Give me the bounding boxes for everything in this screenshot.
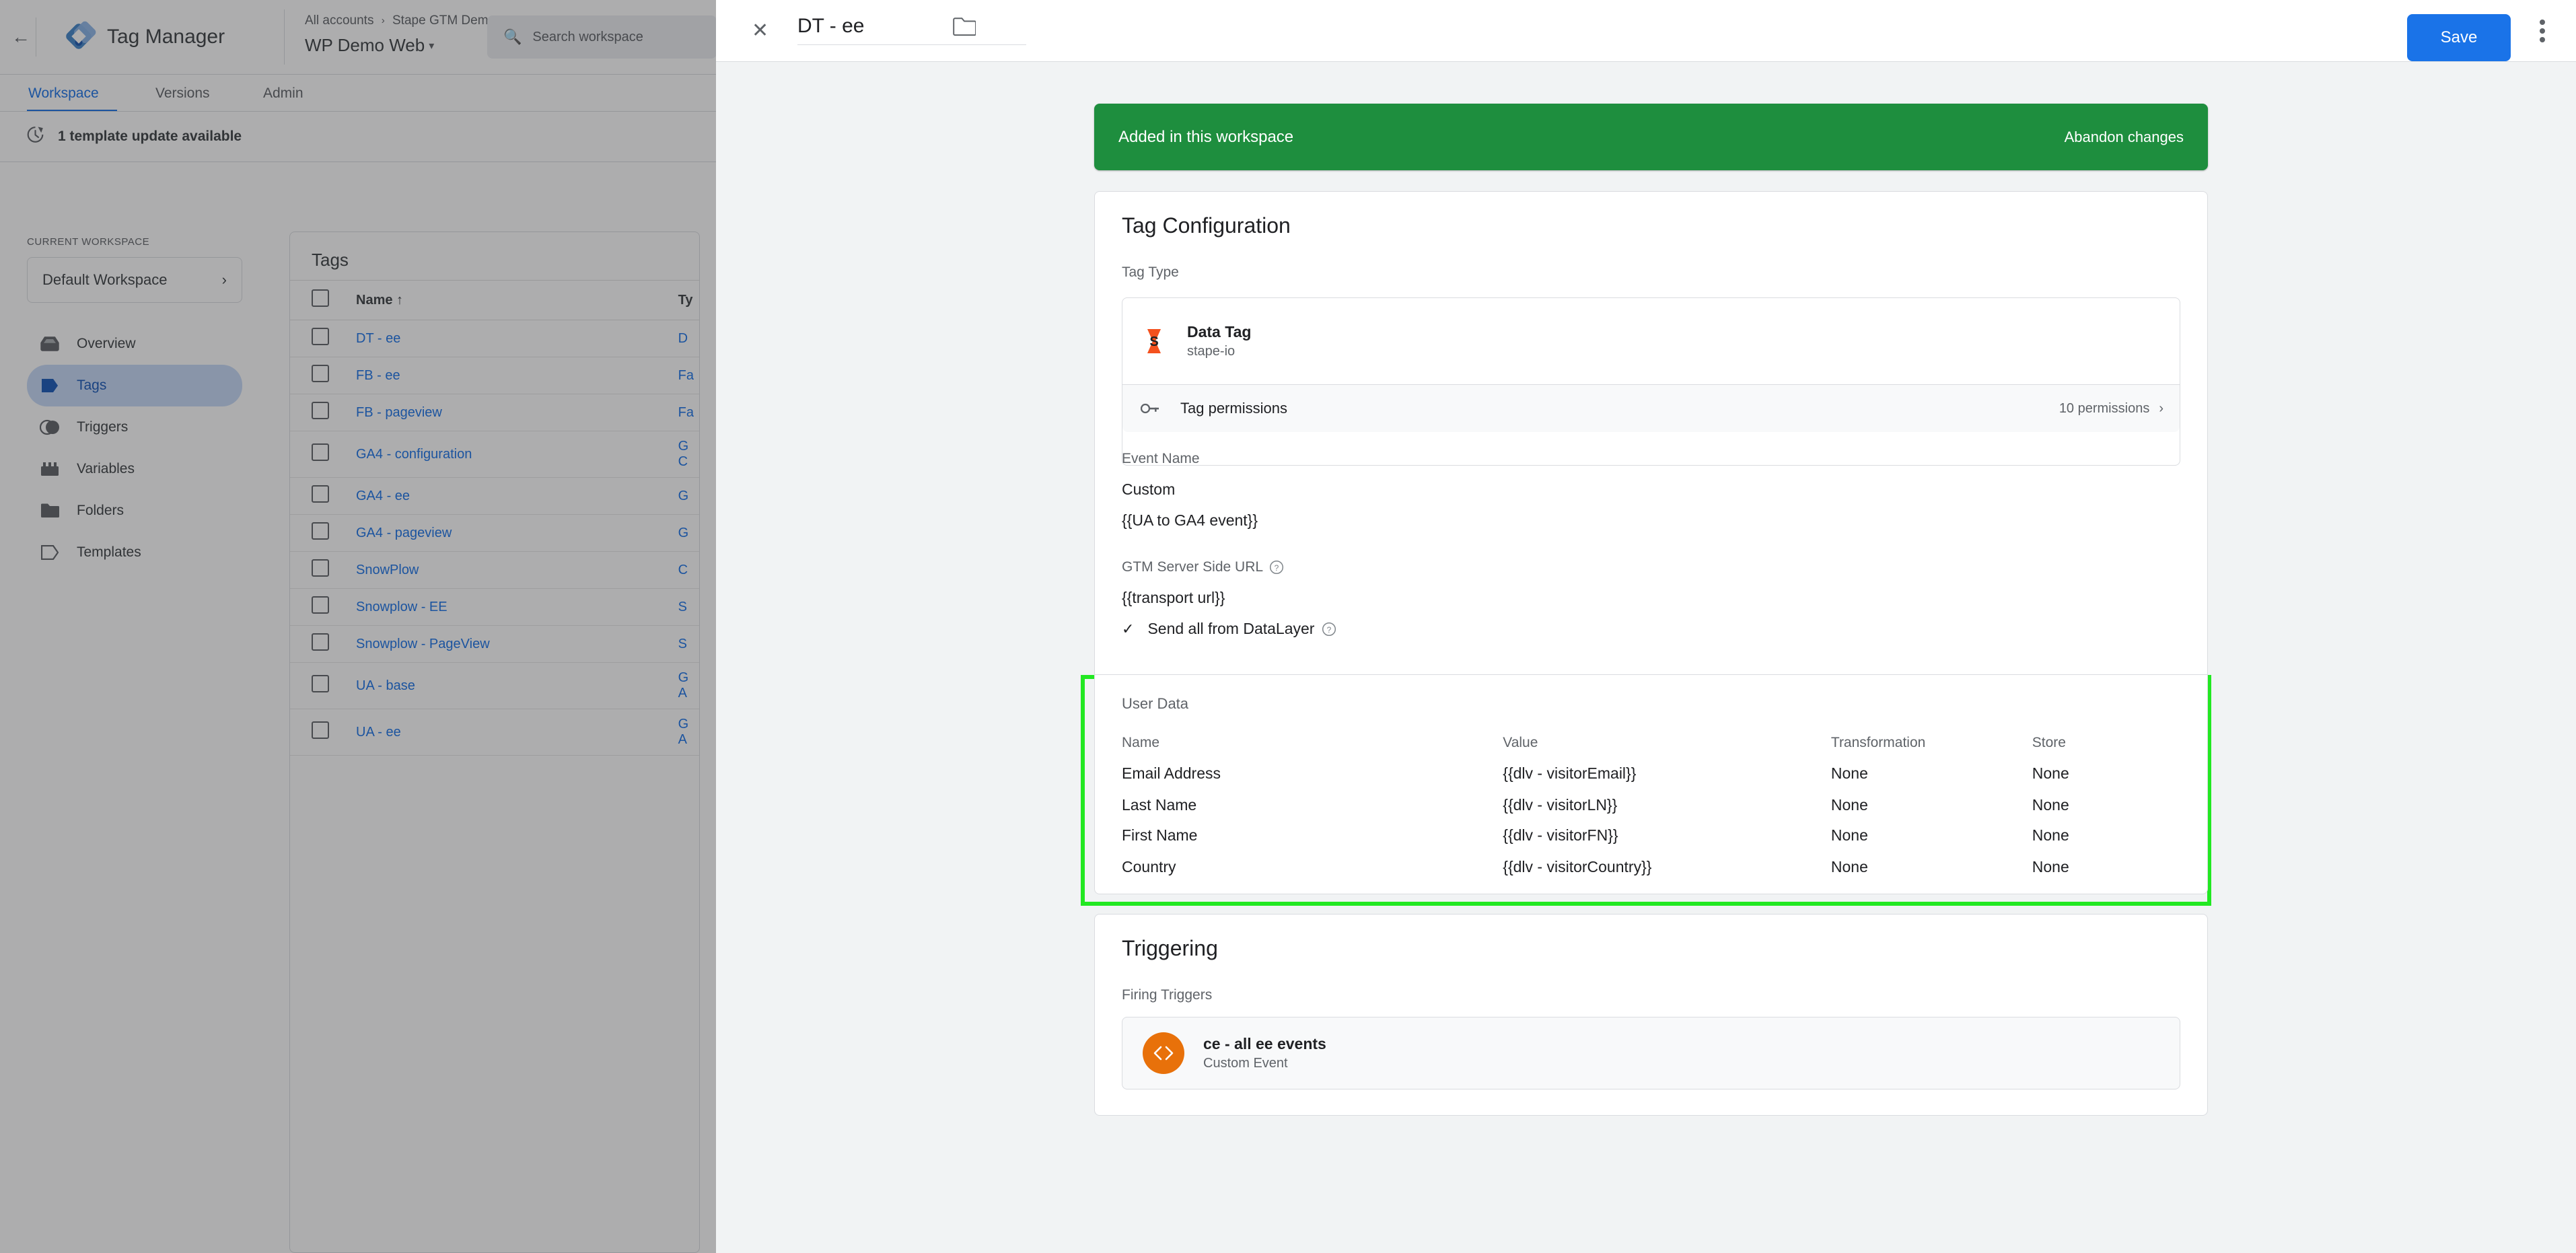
svg-text:?: ? — [1327, 625, 1332, 635]
svg-text:S: S — [1149, 334, 1158, 349]
svg-text:?: ? — [1275, 563, 1279, 573]
